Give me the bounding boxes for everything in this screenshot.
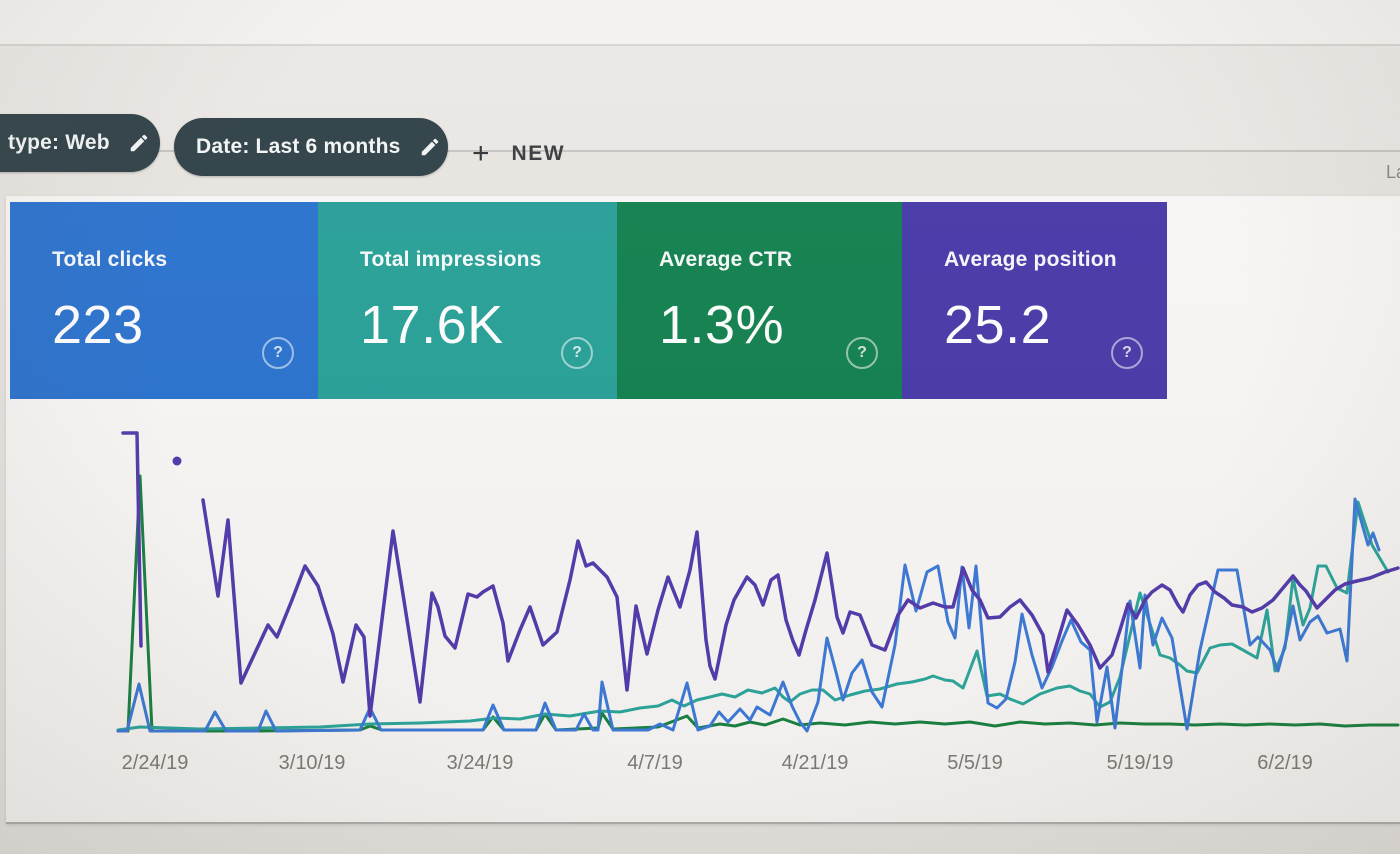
series-line-clicks: [116, 497, 1381, 733]
date-chip-label: Date: Last 6 months: [196, 135, 401, 158]
x-axis-label: 5/19/19: [1106, 752, 1174, 774]
pencil-icon: [128, 132, 150, 154]
browser-chrome-band: [0, 0, 1400, 46]
x-axis-label: 3/10/19: [278, 752, 346, 774]
card-label: Total impressions: [360, 248, 542, 271]
average-position-card[interactable]: Average position 25.2 ?: [902, 202, 1167, 399]
x-axis-label: 4/21/19: [781, 752, 849, 774]
performance-line-chart[interactable]: [0, 405, 1400, 790]
series-line-position: [121, 431, 143, 648]
performance-report-panel: Total clicks 223 ? Total impressions 17.…: [6, 196, 1400, 824]
new-button-label: NEW: [511, 142, 566, 165]
series-point-position: [172, 456, 182, 466]
card-value: 25.2: [944, 295, 1052, 355]
total-impressions-card[interactable]: Total impressions 17.6K ?: [318, 202, 617, 399]
card-value: 1.3%: [659, 295, 785, 355]
plus-icon: +: [472, 137, 490, 170]
pencil-icon: [419, 136, 441, 158]
card-label: Total clicks: [52, 248, 168, 271]
series-line-position: [201, 498, 1400, 718]
card-value: 223: [52, 295, 144, 355]
search-type-chip-label: type: Web: [8, 131, 110, 154]
card-label: Average CTR: [659, 248, 793, 271]
top-right-cropped-text: La: [1385, 162, 1400, 182]
x-axis-label: 5/5/19: [947, 752, 1003, 774]
new-comparison-button[interactable]: + NEW: [472, 132, 565, 176]
card-label: Average position: [944, 248, 1117, 271]
search-type-filter-chip[interactable]: type: Web: [0, 114, 160, 172]
help-icon[interactable]: ?: [846, 337, 878, 369]
x-axis-labels: 2/24/19 3/10/19 3/24/19 4/7/19 4/21/19 5/5/19…: [0, 752, 1400, 782]
average-ctr-card[interactable]: Average CTR 1.3% ?: [617, 202, 902, 399]
x-axis-label: 2/24/19: [121, 752, 189, 774]
total-clicks-card[interactable]: Total clicks 223 ?: [10, 202, 318, 399]
help-icon[interactable]: ?: [561, 337, 593, 369]
x-axis-label: 6/2/19: [1257, 752, 1313, 774]
series-line-impressions: [116, 500, 1390, 732]
help-icon[interactable]: ?: [1111, 337, 1143, 369]
card-value: 17.6K: [360, 295, 504, 355]
x-axis-label: 3/24/19: [446, 752, 514, 774]
date-filter-chip[interactable]: Date: Last 6 months: [174, 118, 448, 176]
x-axis-label: 4/7/19: [627, 752, 683, 774]
filters-header-bar: type: Web Date: Last 6 months + NEW La: [0, 46, 1400, 182]
help-icon[interactable]: ?: [262, 337, 294, 369]
